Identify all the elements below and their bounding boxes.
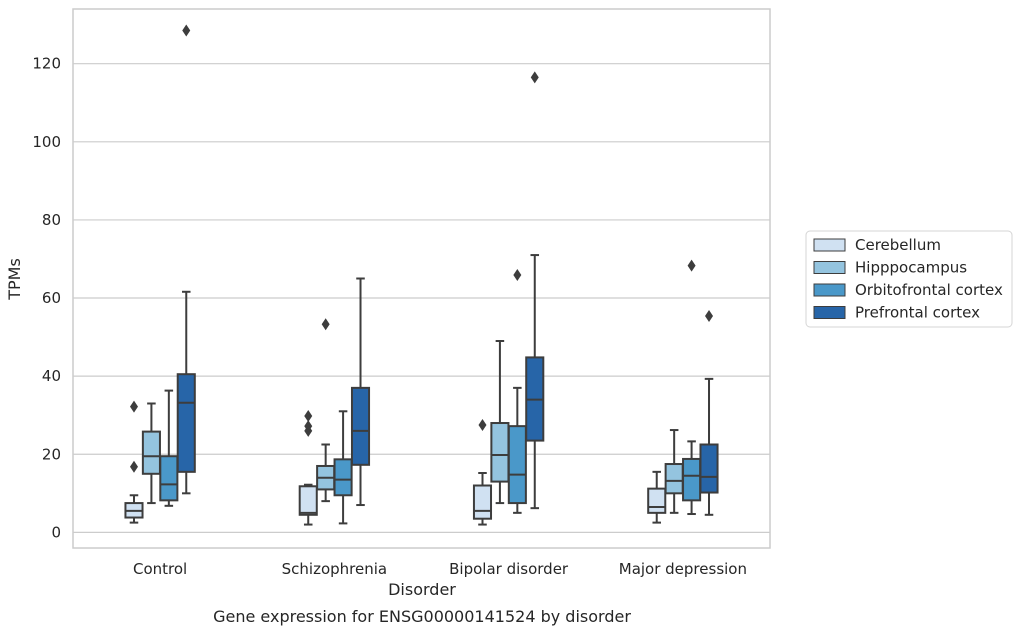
legend-label: Cerebellum [855,236,941,254]
box-4-3 [525,71,545,510]
legend-frame [805,230,1013,328]
y-tick-label: 20 [42,445,61,463]
box-4-2 [350,277,371,507]
y-tick-label: 120 [32,55,61,73]
x-tick-label: Schizophrenia [282,560,387,578]
legend-swatch [813,283,846,297]
iqr-box [490,422,510,483]
y-tick-label: 100 [32,133,61,151]
legend-item: Prefrontal cortex [813,304,980,322]
outlier-marker [304,409,313,422]
x-tick-label: Bipolar disorder [449,560,569,578]
iqr-box [699,443,719,494]
box-1-1 [124,400,144,524]
box-3-2 [333,410,353,525]
box-2-1 [141,402,161,505]
box-3-3 [507,268,527,514]
outlier-marker [129,460,138,473]
chart-caption: Gene expression for ENSG00000141524 by d… [213,607,631,626]
legend-swatch [813,306,846,319]
iqr-box [664,463,684,495]
box-4-1 [176,24,196,495]
box-1-3 [472,418,493,526]
box-3-4 [682,259,702,516]
outlier-marker [687,259,696,272]
box-3-1 [159,389,179,507]
y-axis-label: TPMs [5,258,24,301]
legend: Cerebellum Hipppocampus Orbitofrontal cort… [805,230,1013,328]
legend-item: Orbitofrontal cortex [813,281,1003,299]
axes-frame [72,8,771,549]
outlier-marker [513,268,522,281]
box-1-4 [647,470,667,524]
box-4-4 [699,309,719,516]
legend-swatch [813,261,846,274]
y-tick-label: 80 [42,211,61,229]
iqr-box [298,485,318,516]
box-2-3 [490,339,510,505]
iqr-box [682,457,702,502]
legend-swatch [813,238,846,252]
iqr-box [647,487,667,514]
iqr-box [141,430,161,475]
y-tick-label: 60 [42,289,61,307]
box-2-2 [316,318,336,503]
outlier-marker [478,418,487,431]
iqr-box [333,458,353,497]
iqr-box [176,373,196,473]
legend-label: Orbitofrontal cortex [855,281,1003,299]
outlier-marker [182,24,191,37]
outlier-marker [321,318,330,331]
iqr-box [159,455,179,502]
y-tick-label: 40 [42,367,61,385]
iqr-box [472,484,493,520]
iqr-box [507,425,527,505]
outlier-marker [304,420,313,433]
outlier-marker [705,309,714,322]
x-tick-label: Control [133,560,187,578]
x-axis-label: Disorder [388,580,456,599]
iqr-box [350,386,371,466]
box-2-4 [664,429,684,514]
plot-area: 0 20 40 60 80 100 120 Control Schizophrenia Bipol… [32,8,771,578]
y-tick-label: 0 [51,523,61,541]
legend-item: Cerebellum [813,236,941,254]
outlier-marker [129,400,138,413]
outlier-marker [530,71,539,84]
x-tick-label: Major depression [619,560,747,578]
box-1-2 [298,409,318,526]
legend-item: Hipppocampus [813,259,967,277]
legend-label: Hipppocampus [855,259,967,277]
legend-label: Prefrontal cortex [855,304,980,322]
